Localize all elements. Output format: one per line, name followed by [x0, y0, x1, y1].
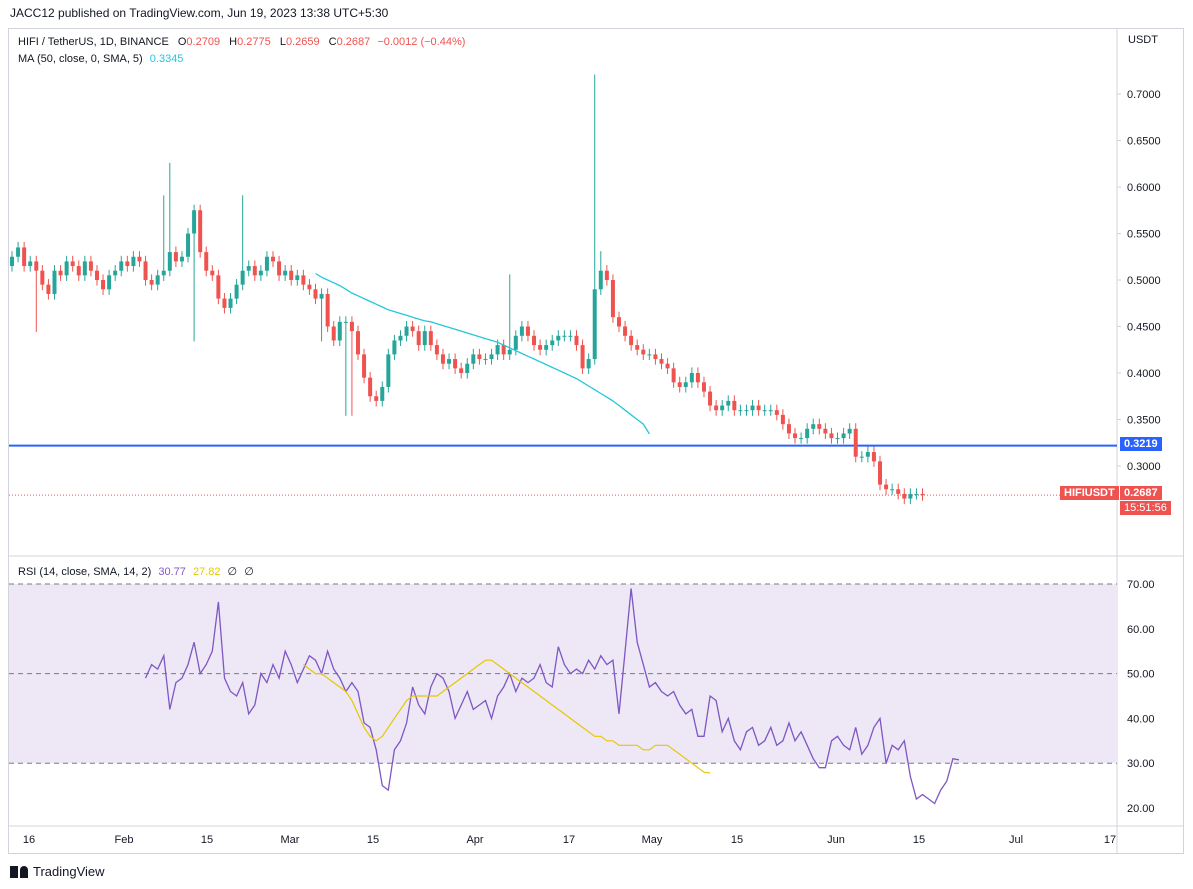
currency-label: USDT — [1128, 34, 1158, 46]
high-label: H — [229, 36, 238, 48]
ma-legend: MA (50, close, 0, SMA, 5) 0.3345 — [18, 53, 183, 65]
change-value: −0.0012 (−0.44%) — [377, 36, 466, 48]
close-label: C — [328, 36, 337, 48]
symbol-label[interactable]: HIFI / TetherUS, 1D, BINANCE — [18, 36, 169, 48]
rsi-label[interactable]: RSI (14, close, SMA, 14, 2) — [18, 566, 152, 578]
rsi-extra-2: ∅ — [244, 566, 254, 578]
close-value: 0.2687 — [336, 36, 371, 48]
chart-frame — [8, 28, 1184, 854]
price-legend: HIFI / TetherUS, 1D, BINANCE O0.2709 H0.… — [18, 36, 465, 48]
countdown-tag: 15:51:56 — [1120, 501, 1171, 515]
rsi-sma-value: 27.82 — [192, 566, 221, 578]
high-value: 0.2775 — [237, 36, 271, 48]
ma-label[interactable]: MA (50, close, 0, SMA, 5) — [18, 53, 143, 65]
rsi-extra-1: ∅ — [227, 566, 238, 578]
tradingview-logo-icon — [10, 865, 28, 878]
footer-brand-label: TradingView — [33, 864, 105, 879]
open-value: 0.2709 — [186, 36, 221, 48]
symbol-tag: HIFIUSDT — [1060, 486, 1119, 500]
footer-brand[interactable]: TradingView — [10, 864, 105, 879]
rsi-value: 30.77 — [158, 566, 186, 578]
last-price-tag: 0.2687 — [1120, 486, 1162, 500]
rsi-legend: RSI (14, close, SMA, 14, 2) 30.77 27.82 … — [18, 565, 254, 578]
publisher-line: JACC12 published on TradingView.com, Jun… — [10, 6, 389, 20]
low-label: L — [279, 36, 286, 48]
low-value: 0.2659 — [285, 36, 320, 48]
level-price-tag: 0.3219 — [1120, 437, 1162, 451]
ma-value: 0.3345 — [149, 53, 184, 65]
open-label: O — [177, 36, 187, 48]
